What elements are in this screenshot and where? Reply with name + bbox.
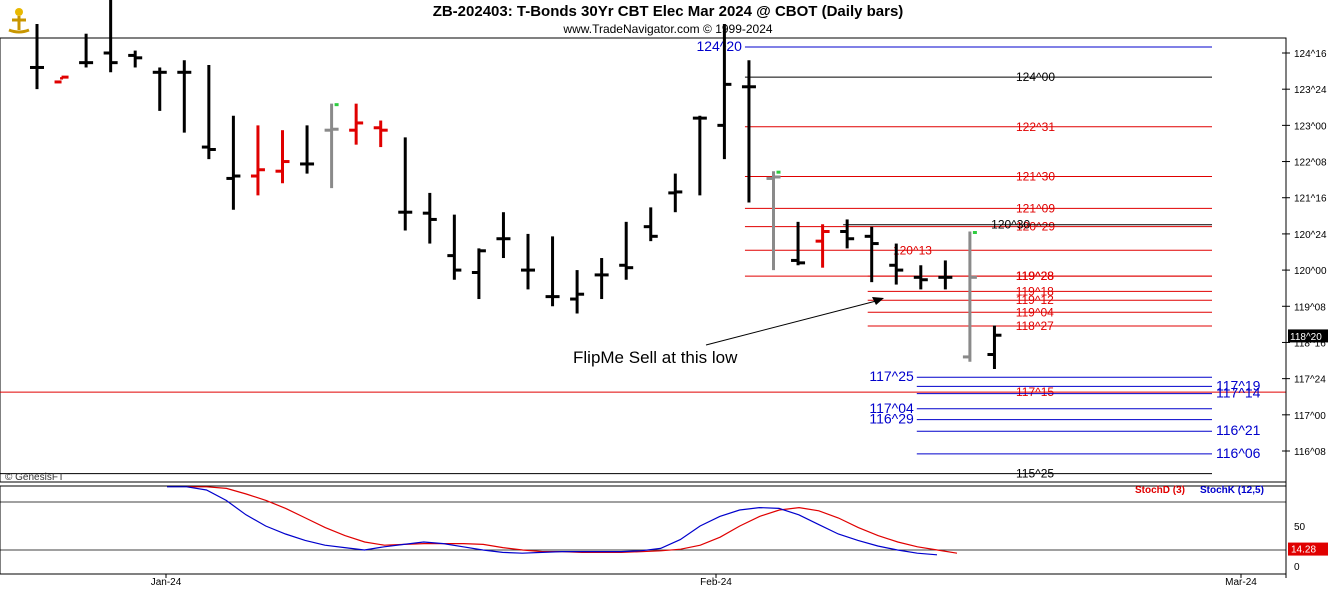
price-tick-label: 123^24: [1294, 85, 1327, 96]
level-label: 120^29: [1016, 220, 1055, 234]
stoch-legend-entry: StochK (12,5): [1200, 485, 1264, 496]
level-label: 119^04: [1016, 305, 1054, 319]
level-label: 116^21: [1216, 422, 1261, 438]
stoch-tick-label: 50: [1294, 522, 1306, 533]
price-tick-label: 117^24: [1294, 375, 1326, 386]
flipme-annotation: FlipMe Sell at this low: [573, 348, 738, 367]
level-label: 117^25: [869, 368, 914, 384]
level-label: 120^30: [991, 218, 1030, 232]
price-tick-label: 122^08: [1294, 158, 1327, 169]
level-label: 117^15: [1016, 385, 1054, 399]
last-price-box: [1288, 329, 1328, 343]
level-label: 119^12: [1016, 293, 1054, 307]
level-label: 117^04: [869, 400, 914, 416]
stoch-last-box: [1288, 542, 1328, 556]
level-label: 124^20: [696, 38, 742, 54]
stoch-legend-entry: StochD (3): [1135, 485, 1185, 496]
level-label: 117^14: [1216, 385, 1261, 401]
level-label: 116^29: [869, 411, 914, 427]
stoch-line-k: [167, 486, 938, 556]
price-tick-label: 120^00: [1294, 266, 1327, 277]
logo-icon: [4, 4, 34, 34]
price-tick-label: 123^00: [1294, 121, 1327, 132]
price-tick-label: 120^24: [1294, 230, 1327, 241]
last-price-label: 118^20: [1290, 332, 1322, 343]
price-tick-label: 117^00: [1294, 411, 1326, 422]
stoch-last-label: 14.28: [1291, 545, 1316, 556]
x-tick-label: Jan-24: [151, 577, 182, 588]
annotation-arrowhead: [872, 297, 884, 305]
level-label: 124^00: [1016, 70, 1055, 84]
stoch-tick-label: 0: [1294, 562, 1300, 573]
level-label: 116^06: [1216, 445, 1261, 461]
price-tick-label: 116^08: [1294, 447, 1326, 458]
level-label: 119^18: [1016, 284, 1054, 298]
x-tick-label: Mar-24: [1225, 577, 1257, 588]
price-tick-label: 118^16: [1294, 338, 1326, 349]
level-label: 119^28: [1016, 269, 1054, 283]
x-tick-label: Feb-24: [700, 577, 732, 588]
level-label: 121^30: [1016, 170, 1055, 184]
level-label: 117^19: [1216, 377, 1261, 393]
chart-header: ZB-202403: T-Bonds 30Yr CBT Elec Mar 202…: [0, 0, 1336, 38]
price-tick-label: 124^16: [1294, 49, 1327, 60]
level-label: 120^13: [893, 243, 932, 257]
price-tick-label: 121^16: [1294, 194, 1327, 205]
level-label: 122^31: [1016, 120, 1055, 134]
level-label: 118^27: [1016, 319, 1054, 333]
level-label: 115^25: [1016, 467, 1054, 481]
annotation-arrow: [705, 299, 881, 346]
chart-title: ZB-202403: T-Bonds 30Yr CBT Elec Mar 202…: [432, 3, 904, 20]
price-pane-frame: [0, 37, 1287, 483]
level-label: 121^09: [1016, 201, 1055, 215]
watermark: © GenesisFT: [5, 472, 64, 483]
stoch-pane-frame: [0, 485, 1287, 575]
stoch-line-d: [187, 486, 958, 554]
price-tick-label: 119^08: [1294, 302, 1326, 313]
chart-subtitle: www.TradeNavigator.com © 1999-2024: [563, 22, 773, 36]
